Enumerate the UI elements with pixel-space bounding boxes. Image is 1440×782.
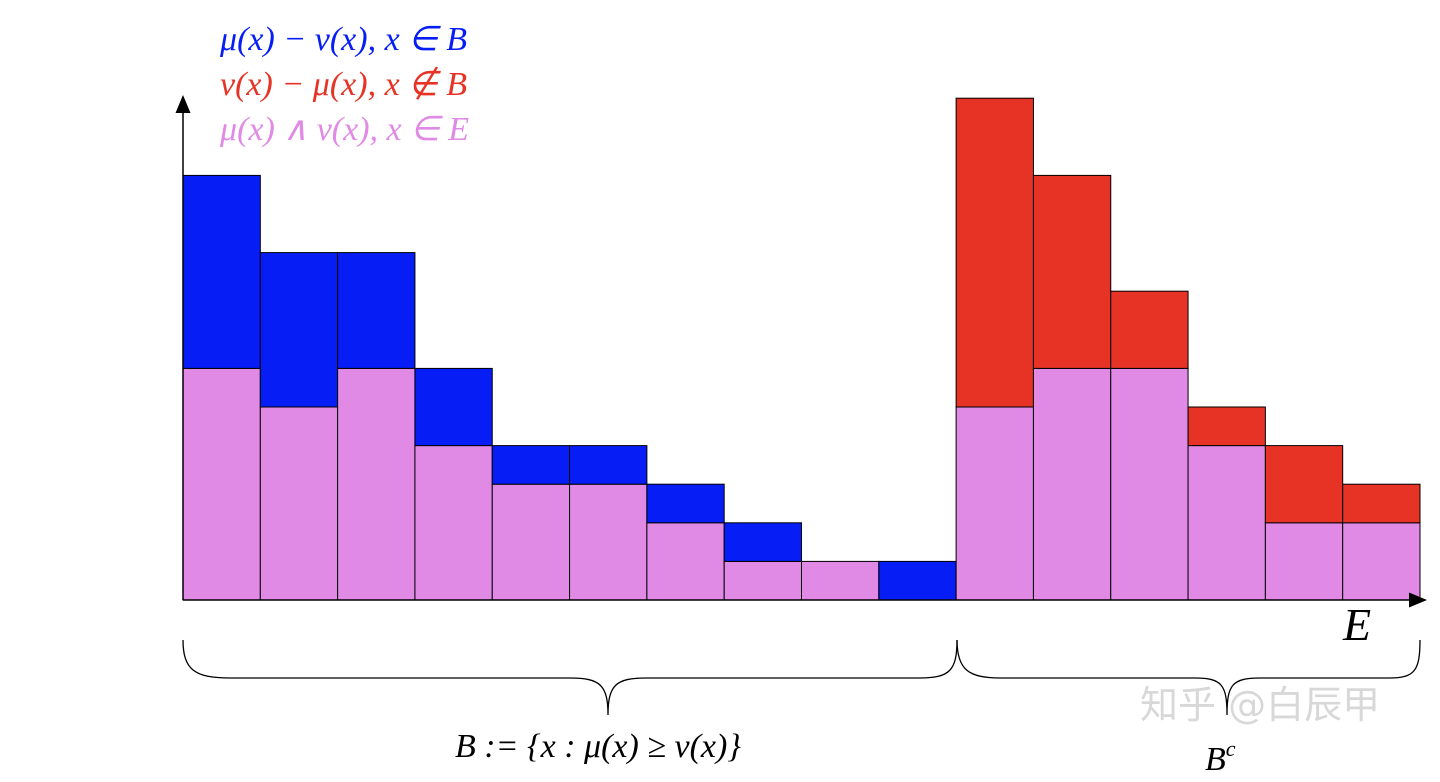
bar-segment-mu-minus-nu-5: [491, 445, 571, 485]
bar-segment-min-12: [1032, 367, 1112, 601]
bar-segment-nu-minus-mu-15: [1264, 445, 1344, 524]
brace-bc: [956, 639, 1421, 716]
bar-segment-min-5: [491, 483, 571, 601]
brace-b: [182, 639, 958, 716]
bar-segment-min-9: [801, 560, 880, 601]
bar-segment-mu-minus-nu-1: [182, 174, 261, 369]
bar-segment-min-14: [1187, 445, 1266, 601]
bar-segment-min-7: [646, 522, 725, 601]
bar-segment-min-11: [955, 406, 1034, 601]
bar-segment-mu-minus-nu-3: [337, 252, 416, 369]
bar-segment-min-13: [1110, 367, 1189, 601]
legend-blue: μ(x) − ν(x), x ∈ B: [219, 21, 467, 58]
bar-segment-mu-minus-nu-4: [414, 367, 493, 447]
bar-segment-nu-minus-mu-11: [955, 97, 1034, 408]
bar-segment-nu-minus-mu-13: [1110, 290, 1189, 369]
bar-segment-mu-minus-nu-8: [723, 522, 802, 562]
bar-segment-mu-minus-nu-7: [646, 483, 725, 524]
bar-segment-nu-minus-mu-16: [1342, 483, 1421, 524]
legend: μ(x) − ν(x), x ∈ B ν(x) − μ(x), x ∉ B μ(…: [219, 21, 469, 148]
watermark: 知乎 @白辰甲: [1140, 683, 1380, 727]
bar-segment-mu-minus-nu-2: [259, 252, 339, 408]
bar-segment-mu-minus-nu-6: [569, 445, 648, 485]
bar-segment-min-3: [337, 367, 416, 601]
bars: [182, 97, 1421, 601]
legend-pink: μ(x) ∧ ν(x), x ∈ E: [219, 111, 469, 148]
brace-b-label: B := {x : μ(x) ≥ ν(x)}: [455, 728, 741, 765]
bar-segment-min-8: [723, 560, 802, 601]
legend-red: ν(x) − μ(x), x ∉ B: [220, 66, 467, 103]
bar-segment-min-16: [1342, 522, 1421, 601]
bar-segment-min-4: [414, 445, 493, 601]
x-axis-label: E: [1342, 599, 1371, 650]
bar-segment-nu-minus-mu-12: [1032, 174, 1112, 369]
bar-segment-mu-minus-nu-10: [878, 560, 957, 601]
bar-segment-min-6: [569, 483, 648, 601]
bar-segment-min-2: [259, 406, 339, 601]
bar-segment-nu-minus-mu-14: [1187, 406, 1266, 447]
bar-segment-min-1: [182, 367, 261, 601]
bar-segment-min-15: [1264, 522, 1344, 601]
brace-bc-label: Bc: [1205, 736, 1236, 778]
